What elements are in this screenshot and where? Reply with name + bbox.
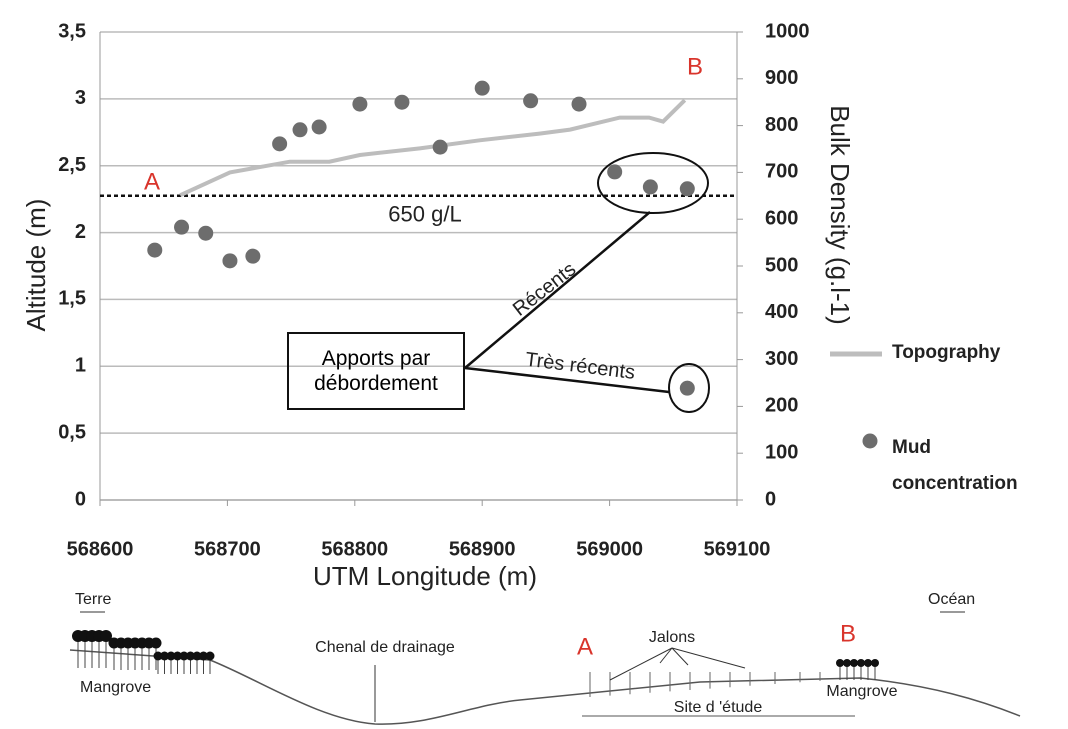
data-point bbox=[642, 179, 658, 195]
label: Chenal de drainage bbox=[315, 639, 455, 656]
tree-crown bbox=[166, 651, 176, 661]
data-point bbox=[174, 219, 190, 235]
y-axis-title: Altitude (m) bbox=[21, 199, 51, 332]
y2-tick-label: 300 bbox=[765, 348, 798, 370]
x-tick-label: 568600 bbox=[67, 538, 134, 560]
annotation-box: Apports par débordement bbox=[287, 332, 465, 410]
tree-crown bbox=[864, 659, 872, 667]
legend-swatch bbox=[862, 433, 878, 449]
data-point bbox=[245, 248, 261, 264]
pointer bbox=[671, 647, 689, 666]
data-point bbox=[198, 225, 214, 241]
data-point bbox=[292, 122, 308, 138]
tree-crown bbox=[836, 659, 844, 667]
data-point bbox=[272, 136, 288, 152]
y2-tick-label: 0 bbox=[765, 488, 776, 510]
decoration bbox=[72, 630, 879, 697]
y2-axis-title: Bulk Density (g.l-1) bbox=[825, 105, 855, 325]
label: Terre bbox=[75, 591, 112, 608]
tree-crown bbox=[179, 651, 189, 661]
y-tick-label: 0,5 bbox=[58, 421, 86, 443]
label: Jalons bbox=[649, 629, 695, 646]
label: Océan bbox=[928, 591, 975, 608]
x-tick-label: 568800 bbox=[321, 538, 388, 560]
data-point bbox=[352, 96, 368, 112]
tree-crown bbox=[205, 651, 215, 661]
x-tick-label: 568900 bbox=[449, 538, 516, 560]
label: Mangrove bbox=[826, 683, 897, 700]
tree-crown bbox=[100, 630, 112, 642]
legend-entry: Topography bbox=[892, 342, 1001, 363]
annotation: Récents bbox=[509, 258, 580, 321]
data-point bbox=[523, 93, 539, 109]
y2-tick-label: 200 bbox=[765, 395, 798, 417]
data-point bbox=[311, 119, 327, 135]
data-point bbox=[679, 181, 695, 197]
y-tick-label: 2,5 bbox=[58, 154, 86, 176]
tree-crown bbox=[150, 637, 162, 649]
x-axis-title: UTM Longitude (m) bbox=[313, 561, 537, 591]
annotation: Très récents bbox=[524, 349, 636, 384]
pointer bbox=[659, 647, 673, 664]
tree-crown bbox=[199, 651, 208, 661]
y-tick-label: 1,5 bbox=[58, 288, 86, 310]
connector bbox=[464, 366, 670, 394]
tree-crown bbox=[857, 659, 865, 667]
y-tick-label: 3 bbox=[75, 87, 86, 109]
label: A bbox=[577, 633, 593, 660]
y-tick-label: 2 bbox=[75, 221, 86, 243]
y-tick-label: 1 bbox=[75, 355, 86, 377]
data-point bbox=[474, 80, 490, 96]
y2-tick-label: 1000 bbox=[765, 20, 810, 42]
label: B bbox=[840, 620, 856, 647]
data-point bbox=[222, 253, 238, 269]
reference-label: 650 g/L bbox=[388, 202, 461, 227]
connector bbox=[464, 211, 651, 369]
y2-tick-label: 900 bbox=[765, 67, 798, 89]
y2-tick-label: 100 bbox=[765, 441, 798, 463]
x-tick-label: 568700 bbox=[194, 538, 261, 560]
point-label: A bbox=[144, 168, 160, 195]
highlight-ellipse bbox=[597, 152, 709, 214]
highlight-ellipse bbox=[668, 363, 710, 413]
y-tick-label: 3,5 bbox=[58, 20, 86, 42]
y2-tick-label: 800 bbox=[765, 114, 798, 136]
tree-crown bbox=[192, 651, 202, 661]
y2-tick-label: 700 bbox=[765, 161, 798, 183]
tree-crown bbox=[186, 651, 195, 661]
tree-crown bbox=[153, 651, 163, 661]
label: Site d 'étude bbox=[674, 699, 763, 716]
data-point bbox=[679, 380, 695, 396]
tree-crown bbox=[871, 659, 879, 667]
tree-crown bbox=[173, 651, 182, 661]
tree-crown bbox=[160, 651, 169, 661]
y-tick-label: 0 bbox=[75, 488, 86, 510]
y2-tick-label: 500 bbox=[765, 254, 798, 276]
x-tick-label: 569000 bbox=[576, 538, 643, 560]
tree-crown bbox=[850, 659, 858, 667]
pointer bbox=[671, 647, 746, 669]
topography-line bbox=[179, 98, 687, 197]
point-label: B bbox=[687, 53, 703, 80]
label: Mangrove bbox=[80, 679, 151, 696]
legend-entry: Mud concentration bbox=[892, 437, 1018, 495]
data-point bbox=[571, 96, 587, 112]
data-point bbox=[432, 139, 448, 155]
data-point bbox=[147, 242, 163, 258]
pointer bbox=[609, 647, 673, 681]
data-point bbox=[607, 164, 623, 180]
x-tick-label: 569100 bbox=[704, 538, 771, 560]
data-point bbox=[394, 94, 410, 110]
tree-crown bbox=[843, 659, 851, 667]
y2-tick-label: 400 bbox=[765, 301, 798, 323]
y2-tick-label: 600 bbox=[765, 207, 798, 229]
ground-profile bbox=[69, 649, 1021, 725]
